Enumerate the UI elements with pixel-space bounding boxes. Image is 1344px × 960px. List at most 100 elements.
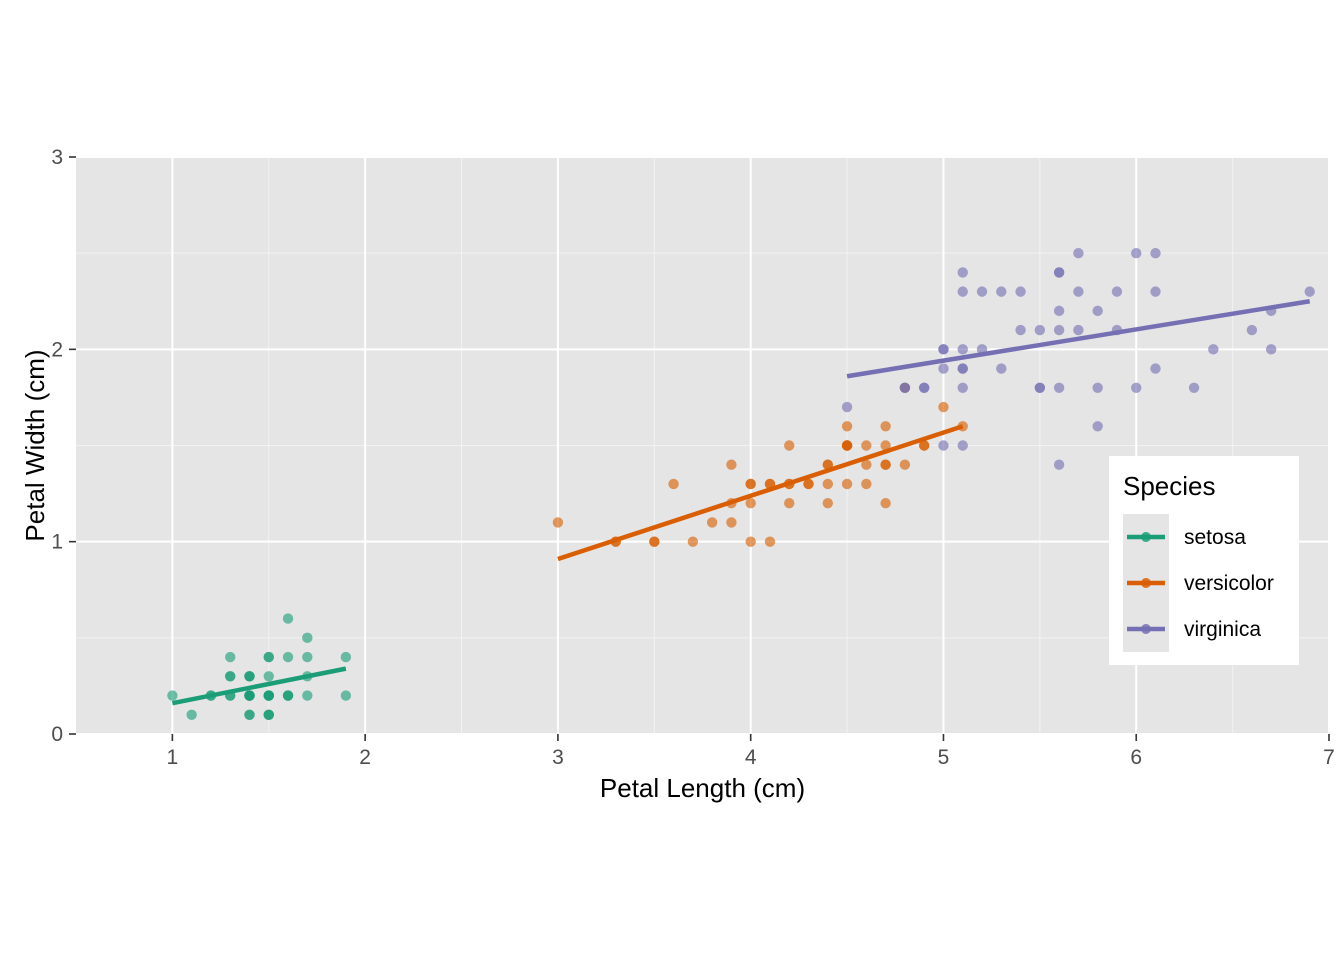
x-tick-label: 6	[1130, 746, 1142, 769]
data-point-virginica	[1053, 382, 1065, 393]
legend-title: Species	[1123, 471, 1216, 501]
data-point-setosa	[282, 613, 294, 624]
x-tick-label: 7	[1323, 746, 1335, 769]
data-point-versicolor	[745, 478, 756, 490]
data-point-virginica	[976, 286, 988, 297]
legend-label-versicolor: versicolor	[1184, 572, 1274, 595]
major-gridlines	[76, 156, 1330, 735]
data-point-setosa	[302, 632, 313, 644]
data-point-virginica	[1111, 286, 1123, 297]
data-point-virginica	[1092, 421, 1103, 432]
trend-line-setosa	[171, 666, 347, 706]
data-point-virginica	[1073, 286, 1084, 297]
data-point-setosa	[282, 690, 294, 701]
data-point-virginica	[996, 286, 1007, 297]
data-points	[167, 247, 1315, 720]
data-point-setosa	[263, 671, 274, 682]
data-point-virginica	[1208, 344, 1219, 355]
data-point-setosa	[302, 690, 313, 701]
data-point-virginica	[938, 344, 949, 355]
data-point-versicolor	[918, 440, 930, 451]
data-point-setosa	[263, 690, 274, 701]
data-point-versicolor	[822, 478, 833, 490]
data-point-versicolor	[861, 478, 872, 490]
y-tick-label: 1	[51, 531, 63, 554]
data-point-virginica	[1246, 324, 1258, 336]
data-point-setosa	[340, 690, 352, 701]
x-tick-label: 3	[552, 746, 564, 769]
data-point-versicolor	[745, 498, 756, 509]
data-point-virginica	[957, 440, 968, 451]
data-point-virginica	[938, 363, 949, 374]
data-point-virginica	[1131, 247, 1142, 259]
legend-key-point-setosa	[1141, 532, 1151, 542]
x-tick-label: 5	[938, 746, 950, 769]
data-point-versicolor	[552, 517, 564, 528]
data-point-virginica	[996, 363, 1007, 374]
data-point-versicolor	[784, 498, 795, 509]
data-point-versicolor	[726, 517, 737, 528]
data-point-versicolor	[880, 498, 891, 509]
data-point-versicolor	[706, 517, 718, 528]
data-point-virginica	[1053, 305, 1065, 317]
legend-label-virginica: virginica	[1184, 618, 1261, 641]
data-point-virginica	[1015, 286, 1026, 297]
data-point-versicolor	[841, 440, 853, 451]
data-point-versicolor	[880, 421, 891, 432]
data-point-setosa	[263, 709, 274, 720]
data-point-setosa	[244, 709, 255, 720]
data-point-virginica	[1131, 382, 1142, 393]
data-point-versicolor	[841, 478, 853, 490]
data-point-versicolor	[822, 498, 833, 509]
data-point-setosa	[244, 671, 255, 682]
y-tick-label: 2	[51, 338, 63, 361]
data-point-versicolor	[687, 536, 699, 547]
x-axis: 1 2 3 4 5 6 7	[167, 734, 1335, 769]
x-tick-label: 1	[167, 746, 179, 769]
data-point-virginica	[1034, 382, 1046, 393]
data-point-setosa	[225, 671, 236, 682]
data-point-setosa	[225, 651, 236, 663]
data-point-versicolor	[726, 459, 737, 470]
data-point-versicolor	[668, 478, 679, 490]
data-point-versicolor	[880, 459, 891, 470]
data-point-virginica	[1150, 363, 1161, 374]
data-point-virginica	[918, 382, 930, 393]
data-point-setosa	[302, 651, 313, 663]
data-point-setosa	[186, 709, 197, 720]
data-point-setosa	[167, 690, 178, 701]
data-point-virginica	[938, 440, 949, 451]
data-point-virginica	[1053, 324, 1065, 336]
data-point-virginica	[1053, 267, 1065, 278]
data-point-setosa	[340, 651, 352, 663]
data-point-versicolor	[745, 536, 756, 547]
data-point-versicolor	[784, 440, 795, 451]
data-point-versicolor	[880, 440, 891, 451]
data-point-virginica	[1015, 324, 1026, 336]
data-point-versicolor	[899, 459, 911, 470]
data-point-virginica	[957, 267, 968, 278]
y-tick-label: 0	[51, 723, 63, 746]
data-point-versicolor	[938, 401, 949, 413]
data-point-virginica	[1188, 382, 1200, 393]
data-point-setosa	[263, 651, 274, 663]
y-axis: 0 1 2 3	[51, 146, 76, 746]
data-point-virginica	[957, 382, 968, 393]
legend-key-point-virginica	[1141, 624, 1151, 634]
data-point-virginica	[1053, 459, 1065, 470]
trend-line-versicolor	[557, 424, 964, 562]
data-point-virginica	[957, 344, 968, 355]
x-tick-label: 4	[745, 746, 757, 769]
data-point-versicolor	[764, 536, 776, 547]
data-point-virginica	[957, 363, 968, 374]
trend-lines	[171, 299, 1311, 706]
legend-items: setosa versicolor virginica	[1123, 514, 1274, 652]
data-point-virginica	[1092, 382, 1103, 393]
legend: Species setosa versicolor virginica	[1109, 456, 1299, 665]
data-point-virginica	[841, 401, 853, 413]
legend-key-point-versicolor	[1141, 578, 1151, 588]
data-point-setosa	[282, 651, 294, 663]
data-point-versicolor	[861, 440, 872, 451]
data-point-versicolor	[803, 478, 814, 490]
